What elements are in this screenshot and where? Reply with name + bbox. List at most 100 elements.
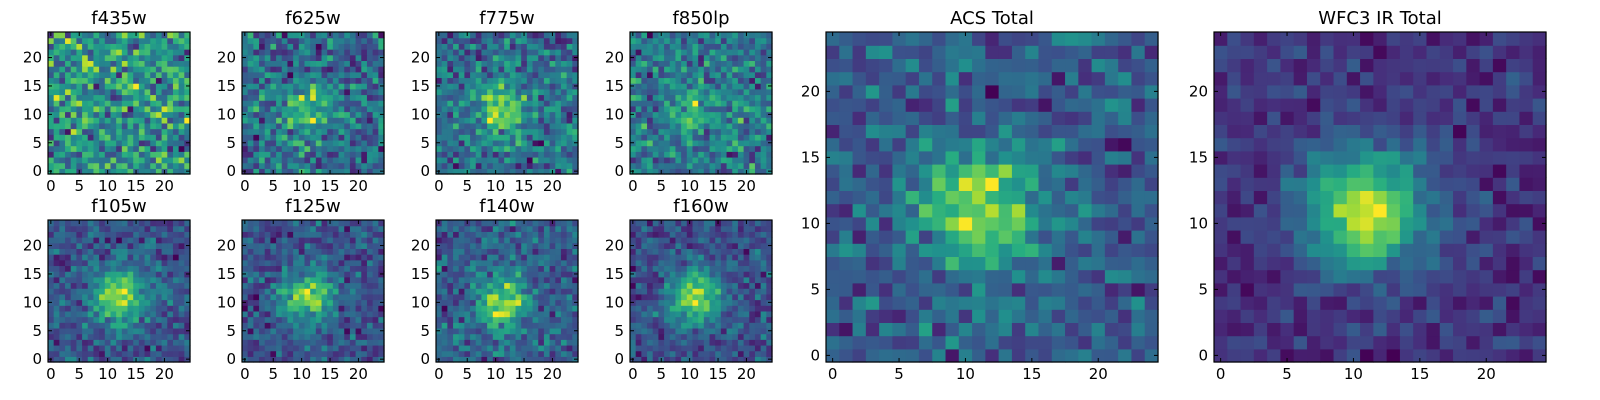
pixel-cell xyxy=(355,299,362,306)
pixel-cell xyxy=(121,105,129,113)
pixel-cell xyxy=(436,288,443,295)
pixel-cell xyxy=(509,117,517,124)
pixel-cell xyxy=(572,344,579,352)
pixel-cell xyxy=(658,54,665,61)
pixel-cell xyxy=(453,322,460,329)
pixel-cell xyxy=(161,83,168,90)
pixel-cell xyxy=(737,299,745,306)
pixel-cell xyxy=(293,83,300,90)
pixel-cell xyxy=(515,310,522,318)
pixel-cell xyxy=(766,145,773,152)
pixel-cell xyxy=(104,128,112,135)
pixel-cell xyxy=(150,288,157,295)
pixel-cell xyxy=(543,32,551,39)
pixel-cell xyxy=(298,139,306,147)
pixel-cell xyxy=(104,276,112,284)
pixel-cell xyxy=(436,293,443,301)
pixel-cell xyxy=(116,122,123,130)
pixel-cell xyxy=(749,128,756,135)
pixel-cell xyxy=(366,305,374,312)
pixel-cell xyxy=(327,128,334,135)
pixel-cell xyxy=(293,134,300,141)
pixel-cell xyxy=(270,259,277,267)
pixel-cell xyxy=(703,139,711,147)
pixel-cell xyxy=(515,139,522,147)
pixel-cell xyxy=(543,299,551,306)
pixel-cell xyxy=(664,128,671,135)
pixel-cell xyxy=(532,350,539,357)
pixel-cell xyxy=(59,248,66,255)
pixel-cell xyxy=(726,37,733,44)
pixel-cell xyxy=(549,122,556,130)
pixel-cell xyxy=(87,100,95,107)
pixel-cell xyxy=(59,156,66,164)
pixel-cell xyxy=(99,88,106,96)
pixel-cell xyxy=(703,305,711,312)
pixel-cell xyxy=(555,111,562,118)
pixel-cell xyxy=(692,316,699,323)
pixel-cell xyxy=(504,128,511,135)
pixel-cell xyxy=(464,231,471,238)
pixel-cell xyxy=(133,156,140,164)
pixel-cell xyxy=(276,162,283,169)
pixel-cell xyxy=(532,254,539,261)
pixel-cell xyxy=(150,88,157,96)
pixel-cell xyxy=(515,225,522,232)
pixel-cell xyxy=(276,259,283,267)
pixel-cell xyxy=(720,271,728,278)
pixel-cell xyxy=(281,156,289,164)
pixel-cell xyxy=(70,77,77,84)
pixel-cell xyxy=(172,220,180,227)
pixel-cell xyxy=(76,339,83,346)
axes-frame xyxy=(47,219,191,363)
pixel-cell xyxy=(344,100,351,107)
pixel-cell xyxy=(572,77,579,84)
pixel-cell xyxy=(247,237,254,244)
pixel-cell xyxy=(475,66,483,73)
pixel-cell xyxy=(361,322,368,329)
pixel-cell xyxy=(543,71,551,79)
pixel-cell xyxy=(270,162,277,169)
pixel-cell xyxy=(720,168,728,175)
pixel-cell xyxy=(543,254,551,261)
pixel-cell xyxy=(344,265,351,272)
pixel-cell xyxy=(732,151,739,158)
pixel-cell xyxy=(332,139,340,147)
pixel-cell xyxy=(144,88,151,96)
pixel-cell xyxy=(178,77,185,84)
pixel-cell xyxy=(327,145,334,152)
pixel-cell xyxy=(447,276,454,284)
pixel-cell xyxy=(281,54,289,61)
pixel-cell xyxy=(458,225,465,232)
pixel-cell xyxy=(167,60,174,67)
pixel-cell xyxy=(150,225,157,232)
pixel-cell xyxy=(555,162,562,169)
pixel-cell xyxy=(361,271,368,278)
pixel-cell xyxy=(481,111,488,118)
pixel-cell xyxy=(641,54,648,61)
pixel-cell xyxy=(172,37,180,44)
pixel-cell xyxy=(492,111,500,118)
pixel-cell xyxy=(475,356,483,363)
pixel-cell xyxy=(720,316,728,323)
pixel-cell xyxy=(116,111,123,118)
pixel-cell xyxy=(487,83,494,90)
panel-title: f125w xyxy=(285,196,340,217)
pixel-cell xyxy=(247,271,254,278)
pixel-cell xyxy=(338,254,345,261)
pixel-cell xyxy=(647,83,654,90)
pixel-cell xyxy=(167,100,174,107)
pixel-cell xyxy=(150,71,157,79)
pixel-cell xyxy=(572,134,579,141)
pixel-cell xyxy=(543,237,551,244)
pixel-cell xyxy=(566,105,573,113)
pixel-cell xyxy=(65,271,72,278)
pixel-cell xyxy=(766,71,773,79)
pixel-cell xyxy=(521,276,528,284)
pixel-cell xyxy=(155,339,163,346)
pixel-cell xyxy=(372,66,379,73)
pixel-cell xyxy=(447,310,454,318)
pixel-cell xyxy=(504,305,511,312)
pixel-cell xyxy=(681,43,688,50)
pixel-cell xyxy=(560,350,568,357)
